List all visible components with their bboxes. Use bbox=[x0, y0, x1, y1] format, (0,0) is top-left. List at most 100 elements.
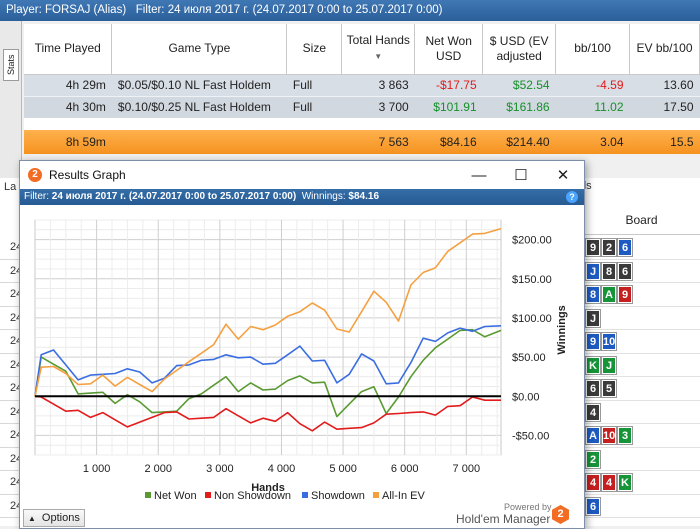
board-card: 3 bbox=[617, 426, 633, 445]
legend-swatch bbox=[205, 492, 211, 498]
legend-label: Net Won bbox=[154, 490, 197, 501]
legend-label: Non Showdown bbox=[214, 490, 291, 501]
y-tick-label: $0.00 bbox=[512, 391, 540, 403]
col-bb100[interactable]: bb/100 bbox=[555, 24, 631, 75]
total-net-won: $84.16 bbox=[414, 130, 483, 154]
board-column-title: Board bbox=[625, 213, 658, 227]
board-card: 10 bbox=[601, 332, 617, 351]
stats-header-row: Time Played Game Type Size Total Hands ▼… bbox=[24, 24, 700, 75]
total-ev-bb100: 15.5 bbox=[629, 130, 700, 154]
graph-filter-bar: Filter: 24 июля 2017 г. (24.07.2017 0:00… bbox=[20, 189, 584, 205]
col-total-hands-label: Total Hands bbox=[346, 33, 410, 48]
cell-bb100: 11.02 bbox=[555, 95, 630, 118]
total-size bbox=[286, 130, 342, 154]
x-tick-label: 1 000 bbox=[83, 463, 111, 475]
main-filter-bar: Player: FORSAJ (Alias) Filter: 24 июля 2… bbox=[0, 0, 700, 21]
board-card: 2 bbox=[585, 449, 601, 469]
board-card: A bbox=[601, 285, 617, 304]
col-ev-bb100[interactable]: EV bb/100 bbox=[629, 24, 700, 75]
total-ev-usd: $214.40 bbox=[482, 130, 556, 154]
board-card: 5 bbox=[601, 379, 617, 398]
graph-filter-label: Filter: bbox=[24, 191, 49, 202]
x-tick-label: 3 000 bbox=[206, 463, 234, 475]
board-column: 9 2 6 J 8 6 8 A 9 J 9 10 K J 6 5 4 A 10 3 2 4 4 K 6 bbox=[583, 236, 700, 518]
legend-swatch bbox=[145, 492, 151, 498]
stats-side-tab-label[interactable]: Stats bbox=[3, 49, 19, 81]
session-stats-table: Time Played Game Type Size Total Hands ▼… bbox=[24, 24, 700, 154]
y-tick-label: $100.00 bbox=[512, 313, 552, 325]
board-card: 4 bbox=[585, 402, 601, 422]
board-card: 10 bbox=[601, 426, 617, 445]
cell-net-won: $101.91 bbox=[414, 95, 483, 118]
options-button[interactable]: ▲ Options bbox=[23, 509, 85, 527]
col-ev-usd[interactable]: $ USD (EV adjusted bbox=[482, 24, 557, 75]
total-bb100: 3.04 bbox=[555, 130, 630, 154]
series-line-showdown bbox=[34, 325, 502, 397]
help-icon[interactable]: ? bbox=[566, 191, 578, 203]
board-card: J bbox=[585, 261, 601, 281]
table-row[interactable]: 4h 29m $0.05/$0.10 NL Fast Holdem Full 3… bbox=[24, 74, 700, 96]
board-row[interactable]: 9 10 bbox=[583, 330, 700, 354]
board-card: J bbox=[585, 308, 601, 328]
y-tick-label: $150.00 bbox=[512, 274, 552, 286]
x-tick-label: 6 000 bbox=[391, 463, 419, 475]
results-graph: $200.00 $150.00 $100.00 $50.00 $0.00 -$50.00 1… bbox=[34, 219, 568, 501]
board-card: K bbox=[617, 473, 633, 492]
player-value[interactable]: FORSAJ (Alias) bbox=[45, 4, 127, 16]
table-total-row[interactable]: 8h 59m 7 563 $84.16 $214.40 3.04 15.5 bbox=[24, 130, 700, 154]
y-tick-label: -$50.00 bbox=[512, 430, 549, 442]
cell-ev-usd: $161.86 bbox=[482, 95, 556, 118]
sort-desc-icon: ▼ bbox=[374, 52, 383, 62]
window-titlebar[interactable]: 2 Results Graph — ☐ ✕ bbox=[20, 161, 584, 189]
table-spacer bbox=[24, 118, 700, 130]
hands-tab-left[interactable]: La bbox=[4, 181, 17, 193]
results-graph-window: 2 Results Graph — ☐ ✕ Filter: 24 июля 20… bbox=[19, 160, 585, 529]
winnings-label: Winnings: bbox=[301, 191, 346, 202]
total-game-type bbox=[111, 130, 287, 154]
close-button[interactable]: ✕ bbox=[556, 167, 570, 184]
board-card: 9 bbox=[585, 332, 601, 351]
minimize-button[interactable]: — bbox=[471, 166, 487, 184]
x-tick-label: 5 000 bbox=[329, 463, 357, 475]
cell-game-type: $0.10/$0.25 NL Fast Holdem bbox=[111, 95, 287, 118]
y-tick-label: $200.00 bbox=[512, 235, 552, 247]
col-net-won[interactable]: Net Won USD bbox=[414, 24, 484, 75]
x-tick-label: 2 000 bbox=[144, 463, 172, 475]
hands-tab-right[interactable]: ds bbox=[580, 180, 592, 192]
col-size[interactable]: Size bbox=[286, 24, 343, 75]
board-row[interactable]: 4 bbox=[583, 401, 700, 424]
window-title: Results Graph bbox=[49, 168, 126, 182]
graph-filter-value: 24 июля 2017 г. (24.07.2017 0:00 to 25.0… bbox=[51, 191, 297, 202]
board-card: 6 bbox=[585, 496, 601, 516]
series-line-non-showdown bbox=[34, 395, 501, 432]
table-row[interactable]: 4h 30m $0.10/$0.25 NL Fast Holdem Full 3… bbox=[24, 95, 700, 118]
col-game-type[interactable]: Game Type bbox=[111, 24, 288, 75]
board-row[interactable]: 2 bbox=[583, 448, 700, 471]
col-total-hands[interactable]: Total Hands ▼ bbox=[341, 24, 416, 75]
board-row[interactable]: 6 bbox=[583, 495, 700, 518]
total-time: 8h 59m bbox=[24, 130, 112, 154]
board-column-header[interactable] bbox=[583, 208, 700, 235]
cell-ev-bb100: 13.60 bbox=[629, 74, 700, 96]
board-card: 2 bbox=[601, 238, 617, 257]
x-axis-label: Hands bbox=[251, 482, 285, 494]
x-tick-label: 7 000 bbox=[453, 463, 481, 475]
legend-label: All-In EV bbox=[382, 490, 425, 501]
board-row[interactable]: J bbox=[583, 307, 700, 330]
cell-ev-bb100: 17.50 bbox=[629, 95, 700, 118]
board-card: 6 bbox=[617, 238, 633, 257]
filter-value[interactable]: 24 июля 2017 г. (24.07.2017 0:00 to 25.0… bbox=[167, 4, 443, 16]
col-time-played[interactable]: Time Played bbox=[24, 24, 113, 75]
board-card: A bbox=[585, 426, 601, 445]
maximize-button[interactable]: ☐ bbox=[514, 167, 528, 184]
board-row[interactable]: A 10 3 bbox=[583, 424, 700, 448]
cell-game-type: $0.05/$0.10 NL Fast Holdem bbox=[111, 74, 287, 96]
x-tick-label: 4 000 bbox=[268, 463, 296, 475]
board-card: 8 bbox=[585, 285, 601, 304]
